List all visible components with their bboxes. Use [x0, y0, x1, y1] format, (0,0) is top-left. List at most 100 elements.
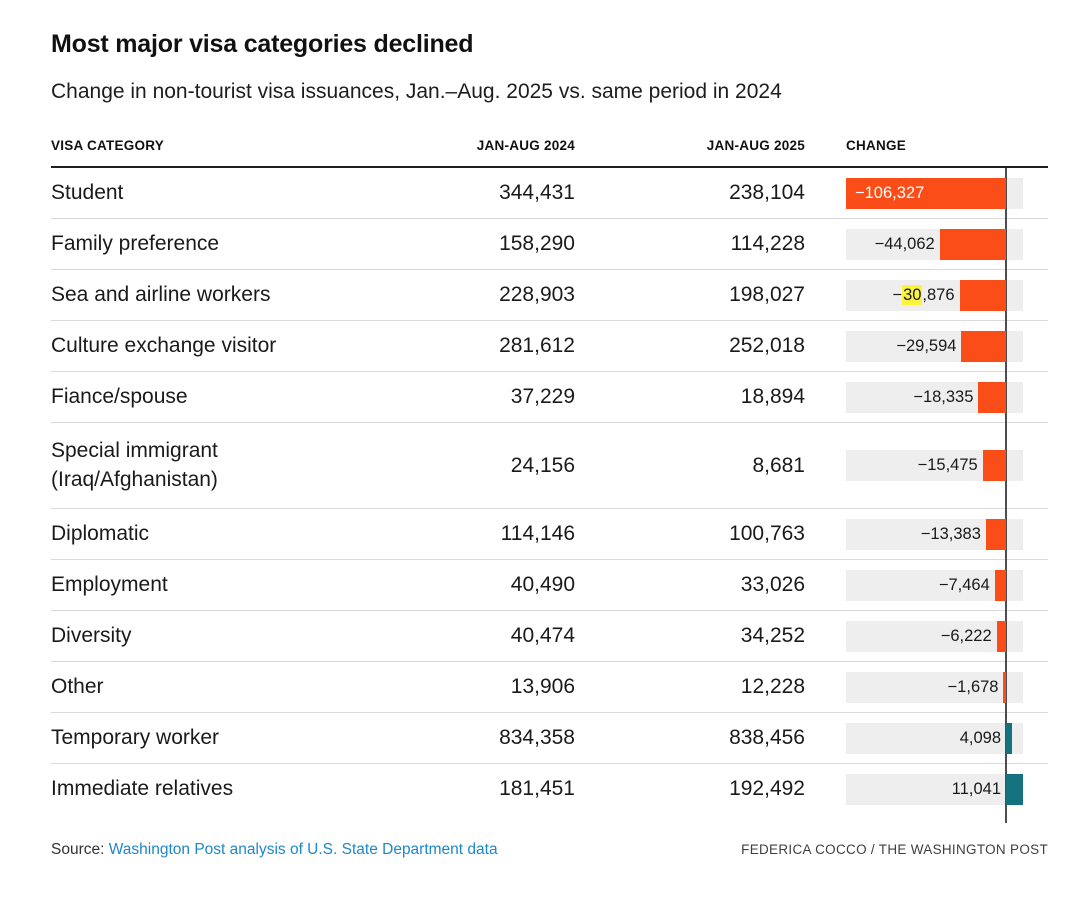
- jan-aug-2025-cell: 18,894: [740, 385, 805, 408]
- change-value-label: −15,475: [917, 456, 978, 474]
- change-bar-track: 4,098: [846, 722, 1023, 754]
- change-bar-track: −1,678: [846, 671, 1023, 703]
- change-bar: [959, 279, 1006, 311]
- table-row: Other 13,906 12,228 −1,678: [51, 662, 1048, 713]
- change-bar-track: −15,475: [846, 450, 1023, 481]
- change-bar: [846, 177, 1006, 209]
- highlighted-text: 30: [902, 284, 923, 305]
- jan-aug-2025-cell: 198,027: [729, 283, 805, 306]
- visa-category-cell: Diplomatic: [51, 521, 150, 545]
- table-row: Immediate relatives 181,451 192,492 11,0…: [51, 764, 1048, 814]
- table-row: Student 344,431 238,104 −106,327: [51, 168, 1048, 219]
- jan-aug-2024-cell: 228,903: [499, 283, 575, 306]
- column-header-jan-aug-2025: JAN-AUG 2025: [706, 138, 805, 153]
- visa-table: VISA CATEGORY JAN-AUG 2024 JAN-AUG 2025 …: [51, 138, 1048, 823]
- visa-category-cell: Sea and airline workers: [51, 282, 271, 306]
- change-bar: [996, 620, 1006, 652]
- page-title: Most major visa categories declined: [51, 30, 474, 58]
- change-value-label: −13,383: [920, 524, 981, 543]
- change-bar-track: −106,327: [846, 177, 1023, 209]
- table-row: Culture exchange visitor 281,612 252,018…: [51, 321, 1048, 372]
- table-row: Diplomatic 114,146 100,763 −13,383: [51, 509, 1048, 560]
- page-subtitle: Change in non-tourist visa issuances, Ja…: [51, 80, 782, 103]
- zero-axis-line: [1005, 168, 1007, 823]
- change-bar-track: −7,464: [846, 569, 1023, 601]
- visa-category-cell: Temporary worker: [51, 725, 220, 749]
- visa-category-cell: Diversity: [51, 623, 132, 647]
- jan-aug-2024-cell: 24,156: [510, 453, 575, 477]
- change-bar-track: −29,594: [846, 330, 1023, 362]
- visa-category-cell: Fiance/spouse: [51, 384, 188, 408]
- change-value-label: 4,098: [959, 728, 1001, 747]
- visa-category-cell: Culture exchange visitor: [51, 333, 277, 357]
- jan-aug-2024-cell: 114,146: [500, 522, 575, 545]
- jan-aug-2024-cell: 40,490: [510, 573, 575, 596]
- byline: FEDERICA COCCO / THE WASHINGTON POST: [741, 842, 1048, 857]
- change-value-label: −6,222: [940, 626, 992, 645]
- visa-category-cell: Immediate relatives: [51, 776, 234, 800]
- footer: Source: Washington Post analysis of U.S.…: [51, 841, 1048, 859]
- table-row: Diversity 40,474 34,252 −6,222: [51, 611, 1048, 662]
- jan-aug-2024-cell: 344,431: [499, 181, 575, 204]
- column-header-change: CHANGE: [846, 138, 907, 153]
- change-value-label: −18,335: [913, 387, 974, 406]
- change-bar: [1006, 722, 1013, 754]
- jan-aug-2025-cell: 114,228: [730, 232, 805, 255]
- table-row: Fiance/spouse 37,229 18,894 −18,335: [51, 372, 1048, 423]
- jan-aug-2025-cell: 838,456: [729, 726, 805, 749]
- table-body: Student 344,431 238,104 −106,327 Family …: [51, 168, 1048, 823]
- jan-aug-2025-cell: 33,026: [740, 573, 805, 596]
- change-bar: [982, 450, 1006, 481]
- jan-aug-2025-cell: 8,681: [752, 453, 805, 477]
- change-value-label: −29,594: [896, 336, 957, 355]
- change-value-label: −106,327: [855, 183, 925, 202]
- change-bar-track: −6,222: [846, 620, 1023, 652]
- jan-aug-2024-cell: 834,358: [499, 726, 575, 749]
- change-bar: [985, 518, 1006, 550]
- jan-aug-2025-cell: 252,018: [729, 334, 805, 357]
- change-bar: [1006, 773, 1023, 805]
- change-bar-track: −13,383: [846, 518, 1023, 550]
- source-note: Source: Washington Post analysis of U.S.…: [51, 841, 498, 859]
- jan-aug-2025-cell: 192,492: [729, 777, 805, 800]
- source-link[interactable]: Washington Post analysis of U.S. State D…: [108, 841, 498, 858]
- change-value-label: −1,678: [947, 677, 999, 696]
- table-row: Sea and airline workers 228,903 198,027 …: [51, 270, 1048, 321]
- jan-aug-2025-cell: 238,104: [729, 181, 805, 204]
- jan-aug-2024-cell: 40,474: [510, 624, 575, 647]
- change-bar: [978, 381, 1006, 413]
- table-row: Family preference 158,290 114,228 −44,06…: [51, 219, 1048, 270]
- jan-aug-2024-cell: 37,229: [510, 385, 575, 408]
- change-value-label: −7,464: [938, 575, 990, 594]
- jan-aug-2024-cell: 181,451: [499, 777, 575, 800]
- source-label: Source:: [51, 841, 109, 858]
- jan-aug-2025-cell: 34,252: [740, 624, 805, 647]
- jan-aug-2024-cell: 13,906: [510, 675, 575, 698]
- jan-aug-2024-cell: 158,290: [499, 232, 575, 255]
- change-bar: [939, 228, 1006, 260]
- table-row: Special immigrant (Iraq/Afghanistan) 24,…: [51, 423, 1048, 509]
- change-bar-track: −44,062: [846, 228, 1023, 260]
- change-bar: [994, 569, 1006, 601]
- jan-aug-2025-cell: 100,763: [729, 522, 805, 545]
- change-bar-track: −18,335: [846, 381, 1023, 413]
- visa-category-cell: Family preference: [51, 231, 220, 255]
- change-value-label: −30,876: [892, 284, 955, 305]
- column-header-visa-category: VISA CATEGORY: [51, 138, 165, 153]
- visa-category-cell: Special immigrant (Iraq/Afghanistan): [51, 439, 218, 491]
- jan-aug-2024-cell: 281,612: [499, 334, 575, 357]
- table-row: Employment 40,490 33,026 −7,464: [51, 560, 1048, 611]
- change-bar: [961, 330, 1006, 362]
- visa-category-cell: Student: [51, 180, 124, 204]
- change-bar: [1003, 671, 1006, 703]
- table-row: Temporary worker 834,358 838,456 4,098: [51, 713, 1048, 764]
- column-header-jan-aug-2024: JAN-AUG 2024: [476, 138, 575, 153]
- change-bar-track: −30,876: [846, 279, 1023, 311]
- change-bar-track: 11,041: [846, 773, 1023, 805]
- change-value-label: −44,062: [874, 234, 935, 253]
- jan-aug-2025-cell: 12,228: [740, 675, 805, 698]
- visa-category-cell: Other: [51, 674, 104, 698]
- table-header-row: VISA CATEGORY JAN-AUG 2024 JAN-AUG 2025 …: [51, 138, 1048, 168]
- visa-category-cell: Employment: [51, 572, 168, 596]
